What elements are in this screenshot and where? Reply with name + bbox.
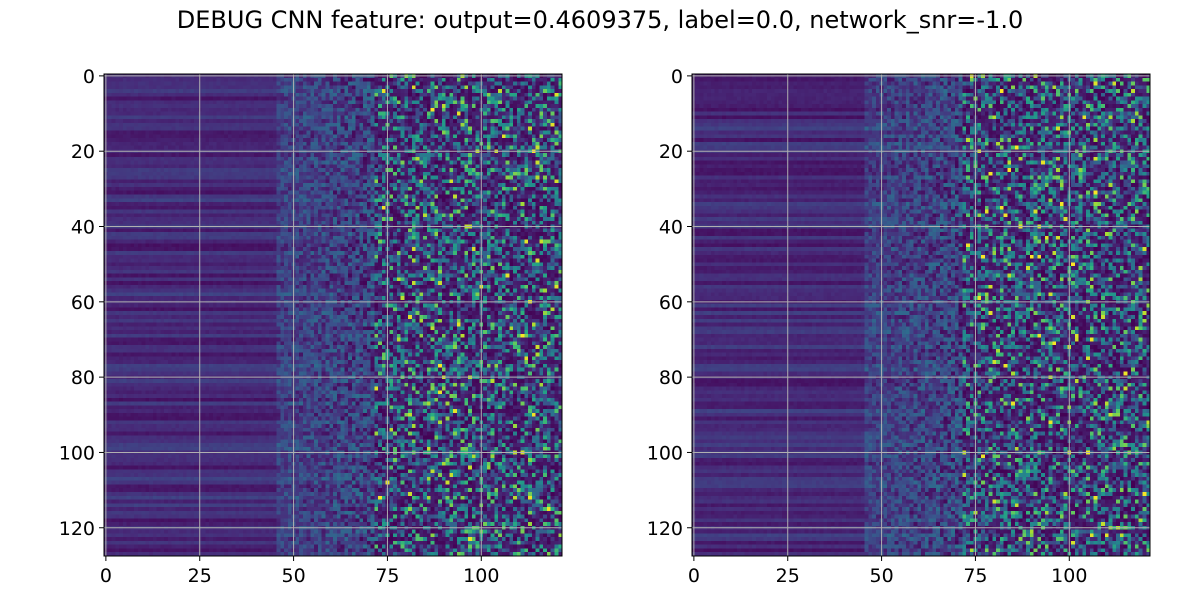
y-tick-label: 40 xyxy=(71,217,95,239)
grid-lines xyxy=(692,74,1150,556)
y-tick-label: 80 xyxy=(659,367,683,389)
heatmap-cells xyxy=(104,74,563,557)
y-tick-label: 40 xyxy=(659,217,683,239)
y-tick-label: 0 xyxy=(671,66,683,88)
x-tick-label: 0 xyxy=(688,565,700,587)
heatmap-left: 0 25 50 75 100 0 20 40 60 80 100 120 xyxy=(59,66,563,587)
x-tick-label: 75 xyxy=(375,565,399,587)
x-tick-label: 100 xyxy=(1051,565,1087,587)
y-tick-label: 0 xyxy=(83,66,95,88)
y-tick-label: 80 xyxy=(71,367,95,389)
heatmap-right: 0 25 50 75 100 0 20 40 60 80 100 120 xyxy=(647,66,1151,587)
x-tick-label: 100 xyxy=(463,565,499,587)
y-tick-label: 100 xyxy=(647,442,683,464)
x-tick-label: 25 xyxy=(188,565,212,587)
y-tick-label: 20 xyxy=(659,141,683,163)
y-tick-label: 120 xyxy=(59,518,95,540)
figure-suptitle: DEBUG CNN feature: output=0.4609375, lab… xyxy=(0,6,1200,34)
plot-frame xyxy=(691,73,1151,557)
plot-frame xyxy=(103,73,563,557)
y-tick-label: 100 xyxy=(59,442,95,464)
x-tick-label: 50 xyxy=(869,565,893,587)
y-tick-label: 20 xyxy=(71,141,95,163)
grid-lines xyxy=(104,74,562,556)
x-tick-label: 50 xyxy=(281,565,305,587)
y-tick-label: 60 xyxy=(71,292,95,314)
y-tick-label: 120 xyxy=(647,518,683,540)
y-tick-label: 60 xyxy=(659,292,683,314)
x-tick-label: 0 xyxy=(100,565,112,587)
x-tick-label: 25 xyxy=(776,565,800,587)
x-tick-label: 75 xyxy=(963,565,987,587)
heatmap-cells xyxy=(692,74,1151,557)
